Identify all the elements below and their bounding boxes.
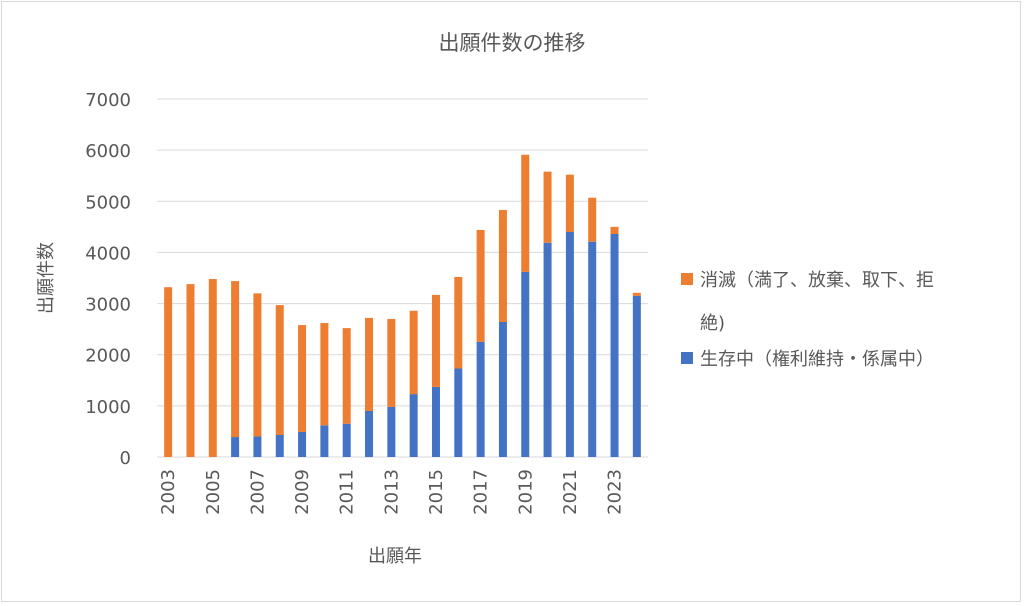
bar-extinct-2008 <box>275 305 284 436</box>
bar-alive-2014 <box>409 394 418 457</box>
bar-extinct-2022 <box>588 197 597 242</box>
bar-extinct-2012 <box>365 317 374 411</box>
x-axis-label: 出願年 <box>368 546 422 567</box>
x-tick-label: 2007 <box>247 469 268 515</box>
x-tick-label: 2009 <box>292 469 313 515</box>
bar-alive-2021 <box>565 231 574 457</box>
legend-swatch-alive <box>681 352 693 364</box>
bar-alive-2017 <box>476 341 485 457</box>
y-tick-label: 5000 <box>85 192 131 213</box>
y-axis-label: 出願件数 <box>36 242 57 314</box>
legend-label-alive: 生存中（権利維持・係属中） <box>700 349 934 370</box>
bar-alive-2006 <box>231 437 240 457</box>
bar-alive-2023 <box>610 234 619 457</box>
bar-extinct-2019 <box>521 154 530 272</box>
y-tick-label: 1000 <box>85 397 131 418</box>
bar-extinct-2017 <box>476 229 485 342</box>
bar-extinct-2020 <box>543 171 552 243</box>
bar-alive-2015 <box>431 386 440 457</box>
bar-extinct-2007 <box>253 293 262 437</box>
bar-extinct-2005 <box>208 279 217 457</box>
legend-swatch-extinct <box>681 273 693 285</box>
bar-alive-2011 <box>342 423 351 457</box>
bar-extinct-2006 <box>231 281 240 438</box>
y-tick-label: 0 <box>120 448 131 469</box>
bars <box>164 154 641 457</box>
bar-extinct-2011 <box>342 328 351 424</box>
bar-alive-2016 <box>454 368 463 457</box>
bar-extinct-2024 <box>632 292 641 296</box>
x-tick-label: 2017 <box>471 469 492 515</box>
bar-alive-2008 <box>275 435 284 457</box>
x-tick-label: 2005 <box>203 469 224 515</box>
bar-extinct-2013 <box>387 318 396 407</box>
bar-extinct-2010 <box>320 323 329 426</box>
y-tick-label: 3000 <box>85 295 131 316</box>
legend-label-extinct-line2: 絶) <box>700 313 725 334</box>
y-tick-label: 2000 <box>85 346 131 367</box>
bar-alive-2020 <box>543 242 552 457</box>
bar-extinct-2023 <box>610 226 619 235</box>
bar-alive-2007 <box>253 436 262 457</box>
y-tick-label: 4000 <box>85 243 131 264</box>
bar-extinct-2004 <box>186 284 195 457</box>
y-tick-label: 7000 <box>85 90 131 111</box>
bar-extinct-2018 <box>498 209 507 322</box>
bar-alive-2024 <box>632 295 641 457</box>
bar-alive-2018 <box>498 321 507 457</box>
bar-extinct-2014 <box>409 310 418 395</box>
legend: 消滅（満了、放棄、取下、拒 絶) 生存中（権利維持・係属中） <box>681 270 934 370</box>
bar-extinct-2009 <box>298 325 307 432</box>
x-tick-labels: 2003 2005 2007 2009 2011 2013 2015 2017 2019 2021… <box>158 469 625 515</box>
y-tick-labels: 0 1000 2000 3000 4000 5000 6000 7000 <box>85 90 131 469</box>
chart-title: 出願件数の推移 <box>439 31 586 55</box>
bar-extinct-2015 <box>431 294 440 387</box>
x-tick-label: 2013 <box>381 469 402 515</box>
x-tick-label: 2021 <box>560 469 581 515</box>
bar-extinct-2021 <box>565 174 574 232</box>
gridlines <box>157 98 648 458</box>
x-tick-label: 2019 <box>515 469 536 515</box>
bar-extinct-2016 <box>454 276 463 369</box>
x-tick-label: 2015 <box>426 469 447 515</box>
y-tick-label: 6000 <box>85 141 131 162</box>
bar-extinct-2003 <box>164 287 173 457</box>
x-tick-label: 2003 <box>158 469 179 515</box>
bar-alive-2012 <box>365 410 374 457</box>
bar-alive-2013 <box>387 406 396 457</box>
legend-label-extinct-line1: 消滅（満了、放棄、取下、拒 <box>700 270 934 291</box>
bar-alive-2022 <box>588 241 597 457</box>
x-tick-label: 2011 <box>337 469 358 515</box>
bar-alive-2009 <box>298 431 307 457</box>
x-tick-label: 2023 <box>605 469 626 515</box>
bar-alive-2010 <box>320 425 329 457</box>
bar-alive-2019 <box>521 271 530 457</box>
